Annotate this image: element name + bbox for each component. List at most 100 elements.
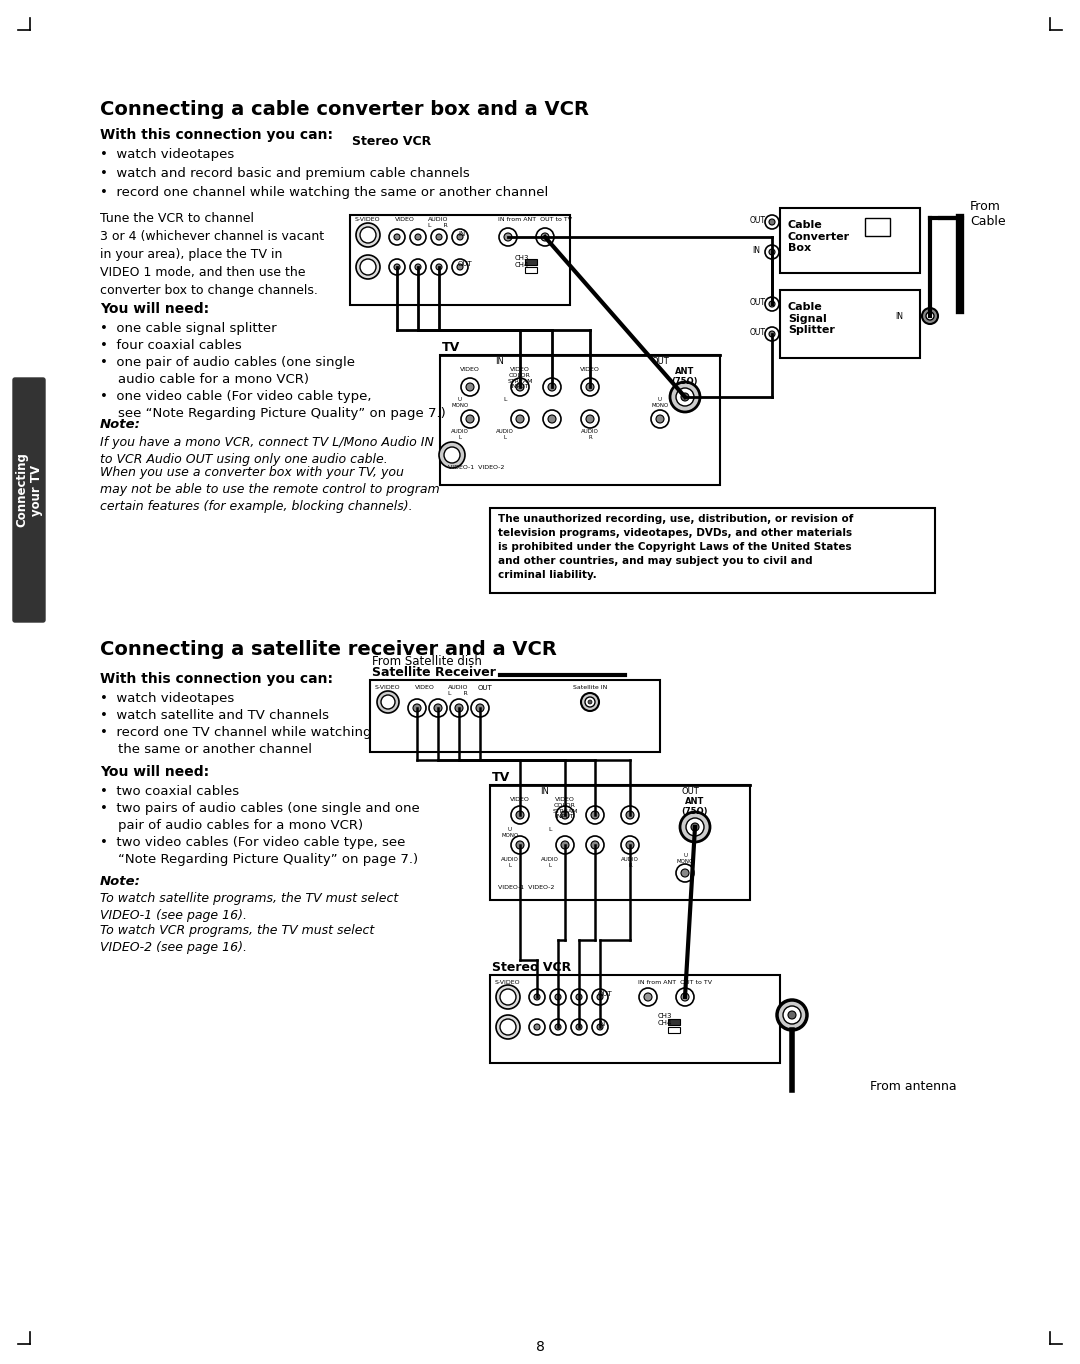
Text: Cable
Converter
Box: Cable Converter Box	[788, 220, 850, 254]
Text: The unauthorized recording, use, distribution, or revision of
television program: The unauthorized recording, use, distrib…	[498, 514, 853, 580]
Text: S-VIDEO: S-VIDEO	[495, 979, 521, 985]
Circle shape	[556, 806, 573, 824]
Circle shape	[453, 229, 468, 246]
Circle shape	[534, 994, 540, 1000]
Circle shape	[586, 383, 594, 391]
Text: You will need:: You will need:	[100, 301, 210, 316]
Text: U
MONO: U MONO	[676, 852, 693, 863]
Text: To watch VCR programs, the TV must select
VIDEO-2 (see page 16).: To watch VCR programs, the TV must selec…	[100, 923, 375, 953]
Circle shape	[476, 704, 484, 712]
Circle shape	[765, 246, 779, 259]
Circle shape	[680, 812, 710, 842]
Text: •  watch videotapes: • watch videotapes	[100, 149, 234, 161]
Text: From Satellite dish: From Satellite dish	[372, 655, 482, 668]
Text: •  one video cable (For video cable type,: • one video cable (For video cable type,	[100, 390, 372, 402]
Circle shape	[597, 1024, 603, 1030]
Circle shape	[561, 812, 569, 818]
Circle shape	[356, 255, 380, 280]
Circle shape	[389, 229, 405, 246]
Text: AUDIO
L: AUDIO L	[451, 430, 469, 439]
Circle shape	[644, 993, 652, 1001]
Text: CH3
CH4: CH3 CH4	[658, 1013, 673, 1026]
Text: OUT: OUT	[478, 685, 492, 692]
Circle shape	[576, 994, 582, 1000]
Circle shape	[389, 259, 405, 276]
Circle shape	[922, 308, 939, 325]
Circle shape	[651, 411, 669, 428]
Circle shape	[592, 1019, 608, 1035]
Text: •  two pairs of audio cables (one single and one: • two pairs of audio cables (one single …	[100, 802, 420, 816]
Circle shape	[543, 411, 561, 428]
Circle shape	[436, 265, 442, 270]
Circle shape	[511, 836, 529, 854]
Text: IN: IN	[598, 1022, 605, 1027]
FancyBboxPatch shape	[13, 378, 45, 622]
Circle shape	[529, 1019, 545, 1035]
Circle shape	[777, 1000, 807, 1030]
Circle shape	[591, 842, 599, 848]
Text: •  watch satellite and TV channels: • watch satellite and TV channels	[100, 709, 329, 722]
Circle shape	[581, 411, 599, 428]
Text: see “Note Regarding Picture Quality” on page 7.): see “Note Regarding Picture Quality” on …	[118, 406, 446, 420]
Text: •  one pair of audio cables (one single: • one pair of audio cables (one single	[100, 356, 355, 370]
Circle shape	[534, 1024, 540, 1030]
Text: OUT: OUT	[458, 261, 473, 267]
Circle shape	[541, 233, 549, 241]
Bar	[865, 218, 890, 236]
Circle shape	[511, 806, 529, 824]
Circle shape	[686, 818, 704, 836]
Text: •  two coaxial cables: • two coaxial cables	[100, 786, 239, 798]
Circle shape	[586, 836, 604, 854]
Text: OUT: OUT	[681, 787, 699, 797]
Circle shape	[410, 229, 426, 246]
Circle shape	[585, 697, 595, 707]
Circle shape	[586, 415, 594, 423]
Circle shape	[436, 235, 442, 240]
Text: Connecting a cable converter box and a VCR: Connecting a cable converter box and a V…	[100, 100, 589, 119]
Text: IN: IN	[541, 787, 550, 797]
Text: L: L	[503, 397, 507, 402]
Text: S-VIDEO: S-VIDEO	[375, 685, 401, 690]
Circle shape	[360, 259, 376, 276]
Text: pair of audio cables for a mono VCR): pair of audio cables for a mono VCR)	[118, 818, 363, 832]
Text: From antenna: From antenna	[870, 1080, 957, 1093]
Text: Stereo VCR: Stereo VCR	[352, 135, 431, 149]
Circle shape	[461, 411, 480, 428]
Circle shape	[444, 447, 460, 462]
Circle shape	[457, 265, 463, 270]
Text: With this connection you can:: With this connection you can:	[100, 672, 333, 686]
Text: Tune the VCR to channel
3 or 4 (whichever channel is vacant
in your area), place: Tune the VCR to channel 3 or 4 (whicheve…	[100, 211, 324, 297]
Text: IN: IN	[752, 246, 760, 255]
Circle shape	[360, 226, 376, 243]
Text: 8: 8	[536, 1339, 544, 1354]
Circle shape	[461, 378, 480, 396]
Text: L: L	[549, 827, 552, 832]
Circle shape	[410, 259, 426, 276]
Text: VIDEO: VIDEO	[460, 367, 480, 372]
Circle shape	[429, 698, 447, 717]
Text: •  record one channel while watching the same or another channel: • record one channel while watching the …	[100, 186, 549, 199]
Text: ANT
(75Ω): ANT (75Ω)	[672, 367, 699, 386]
Circle shape	[681, 993, 689, 1001]
Circle shape	[550, 989, 566, 1005]
Circle shape	[496, 985, 519, 1009]
Text: VIDEO: VIDEO	[510, 797, 530, 802]
Text: IN: IN	[458, 231, 465, 237]
Text: Note:: Note:	[100, 417, 140, 431]
Text: Cable
Signal
Splitter: Cable Signal Splitter	[788, 301, 835, 336]
Circle shape	[576, 1024, 582, 1030]
Bar	[669, 1027, 680, 1033]
Text: Satellite IN: Satellite IN	[572, 685, 607, 690]
Text: AUDIO
L: AUDIO L	[501, 857, 518, 868]
Text: Satellite Receiver: Satellite Receiver	[372, 666, 496, 679]
Text: Stereo VCR: Stereo VCR	[492, 962, 571, 974]
Circle shape	[670, 382, 700, 412]
Circle shape	[571, 989, 588, 1005]
Text: IN from ANT  OUT to TV: IN from ANT OUT to TV	[638, 979, 712, 985]
Text: •  watch and record basic and premium cable channels: • watch and record basic and premium cab…	[100, 166, 470, 180]
Circle shape	[394, 265, 400, 270]
Text: Connecting
your TV: Connecting your TV	[15, 453, 43, 528]
Text: VIDEO-1  VIDEO-2: VIDEO-1 VIDEO-2	[498, 885, 554, 889]
Text: You will need:: You will need:	[100, 765, 210, 779]
Circle shape	[504, 233, 512, 241]
